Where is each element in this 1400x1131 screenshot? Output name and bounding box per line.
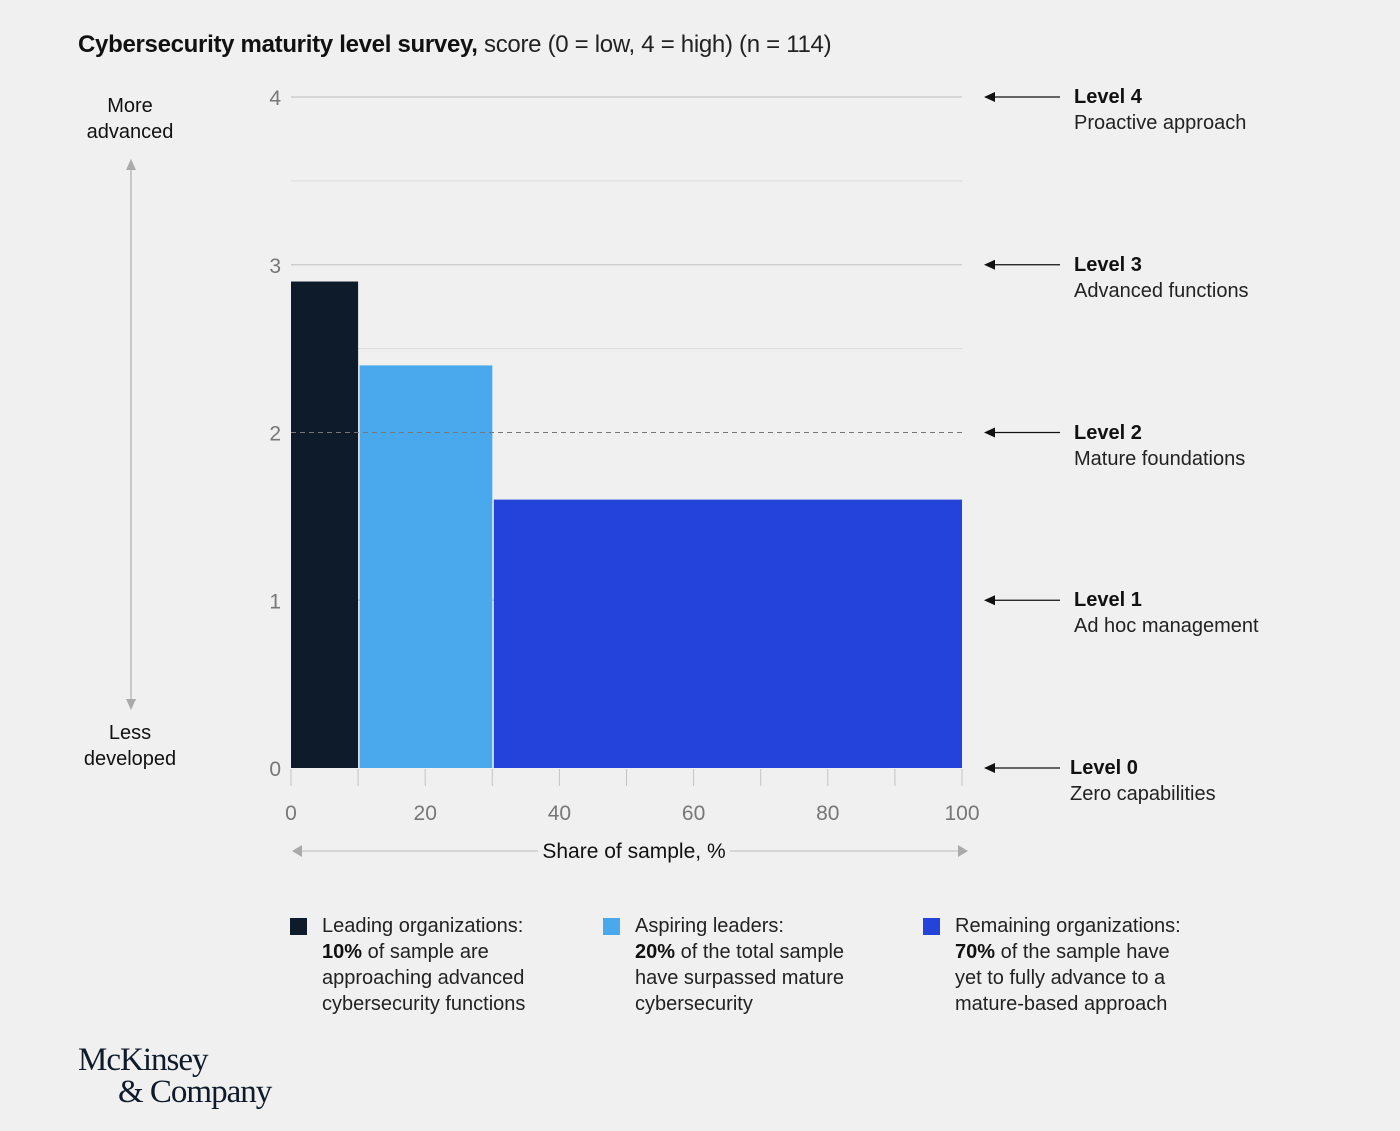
level-name: Level 3 xyxy=(1074,253,1142,276)
bar-remaining-organizations xyxy=(493,499,962,768)
legend-description-line: cybersecurity functions xyxy=(322,993,526,1015)
legend-swatch xyxy=(290,918,307,935)
legend-share: 10% of sample are xyxy=(322,941,489,963)
x-tick-label: 0 xyxy=(285,802,297,825)
level-label-4: Level 4 Proactive approach xyxy=(1074,84,1246,136)
mckinsey-logo: McKinsey & Company xyxy=(78,1042,272,1110)
legend-description-line: mature-based approach xyxy=(955,993,1168,1015)
more-advanced-label: More advanced xyxy=(60,93,200,145)
logo-line2: & Company xyxy=(118,1074,272,1110)
chart-title: Cybersecurity maturity level survey, sco… xyxy=(78,31,832,59)
horizontal-scale-arrow: Share of sample, % xyxy=(292,840,968,863)
legend-swatch xyxy=(603,918,620,935)
less-developed-line2: developed xyxy=(83,748,177,770)
legend-title: Leading organizations: xyxy=(322,915,524,937)
bar-leading-organizations xyxy=(291,281,359,768)
level-description: Advanced functions xyxy=(1074,279,1249,302)
arrow-left-icon xyxy=(984,92,995,102)
legend-text: Aspiring leaders: 20% of the total sample… xyxy=(635,913,844,1017)
y-tick-label: 4 xyxy=(269,87,281,110)
y-tick-label: 0 xyxy=(269,758,281,781)
arrow-left-icon xyxy=(984,427,995,438)
x-tick-label: 80 xyxy=(816,802,839,825)
x-axis-title: Share of sample, % xyxy=(542,840,725,863)
legend-title: Remaining organizations: xyxy=(955,915,1181,937)
level-description: Proactive approach xyxy=(1074,112,1247,134)
chart-title-bold: Cybersecurity maturity level survey, xyxy=(78,31,478,58)
x-tick-label: 60 xyxy=(682,802,705,825)
legend-swatch xyxy=(923,918,940,935)
arrow-right-icon xyxy=(958,845,968,857)
y-tick-label: 1 xyxy=(269,590,281,613)
arrow-left-icon xyxy=(984,763,995,773)
x-tick-label: 100 xyxy=(944,802,979,825)
more-advanced-line1: More xyxy=(107,95,153,117)
y-axis: 0 1 2 3 4 xyxy=(269,87,281,781)
arrow-up-icon xyxy=(126,159,136,170)
level-arrows xyxy=(984,92,1060,773)
level-name: Level 4 xyxy=(1074,86,1142,108)
vertical-scale-arrow xyxy=(126,159,136,710)
legend-description-line: yet to fully advance to a xyxy=(955,967,1166,989)
y-tick-label: 3 xyxy=(269,255,281,278)
level-label-2: Level 2 Mature foundations xyxy=(1074,420,1245,472)
legend-description-line: approaching advanced xyxy=(322,967,525,989)
level-label-3: Level 3 Advanced functions xyxy=(1074,252,1249,304)
x-axis: 0 20 40 60 80 100 xyxy=(285,769,980,825)
level-name: Level 2 xyxy=(1074,421,1142,444)
arrow-left-icon xyxy=(292,845,302,857)
x-tick-label: 40 xyxy=(548,802,571,825)
legend-text: Remaining organizations: 70% of the sampl… xyxy=(955,913,1181,1017)
level-description: Zero capabilities xyxy=(1070,783,1216,805)
level-description: Ad hoc management xyxy=(1074,615,1259,638)
less-developed-line1: Less xyxy=(108,722,152,744)
level-label-1: Level 1 Ad hoc management xyxy=(1074,587,1259,639)
arrow-left-icon xyxy=(984,259,995,270)
chart-title-subtitle: score (0 = low, 4 = high) (n = 114) xyxy=(477,31,832,58)
bar-aspiring-leaders xyxy=(359,365,493,768)
legend-share: 20% of the total sample xyxy=(635,941,845,963)
level-name: Level 0 xyxy=(1070,757,1138,779)
bars xyxy=(291,281,962,768)
level-description: Mature foundations xyxy=(1074,447,1246,470)
x-tick-label: 20 xyxy=(414,802,437,825)
legend-text: Leading organizations: 10% of sample are a… xyxy=(322,913,525,1017)
legend-share: 70% of the sample have xyxy=(955,941,1170,963)
legend-description-line: have surpassed mature xyxy=(635,967,845,989)
level-label-0: Level 0 Zero capabilities xyxy=(1070,755,1216,807)
y-tick-label: 2 xyxy=(269,423,281,446)
level-name: Level 1 xyxy=(1074,589,1142,612)
logo-line1: McKinsey xyxy=(78,1042,208,1078)
arrow-left-icon xyxy=(984,595,995,606)
more-advanced-line2: advanced xyxy=(86,121,174,143)
legend-description-line: cybersecurity xyxy=(635,993,753,1015)
arrow-down-icon xyxy=(126,699,136,710)
legend-title: Aspiring leaders: xyxy=(635,915,784,937)
less-developed-label: Less developed xyxy=(60,720,200,772)
